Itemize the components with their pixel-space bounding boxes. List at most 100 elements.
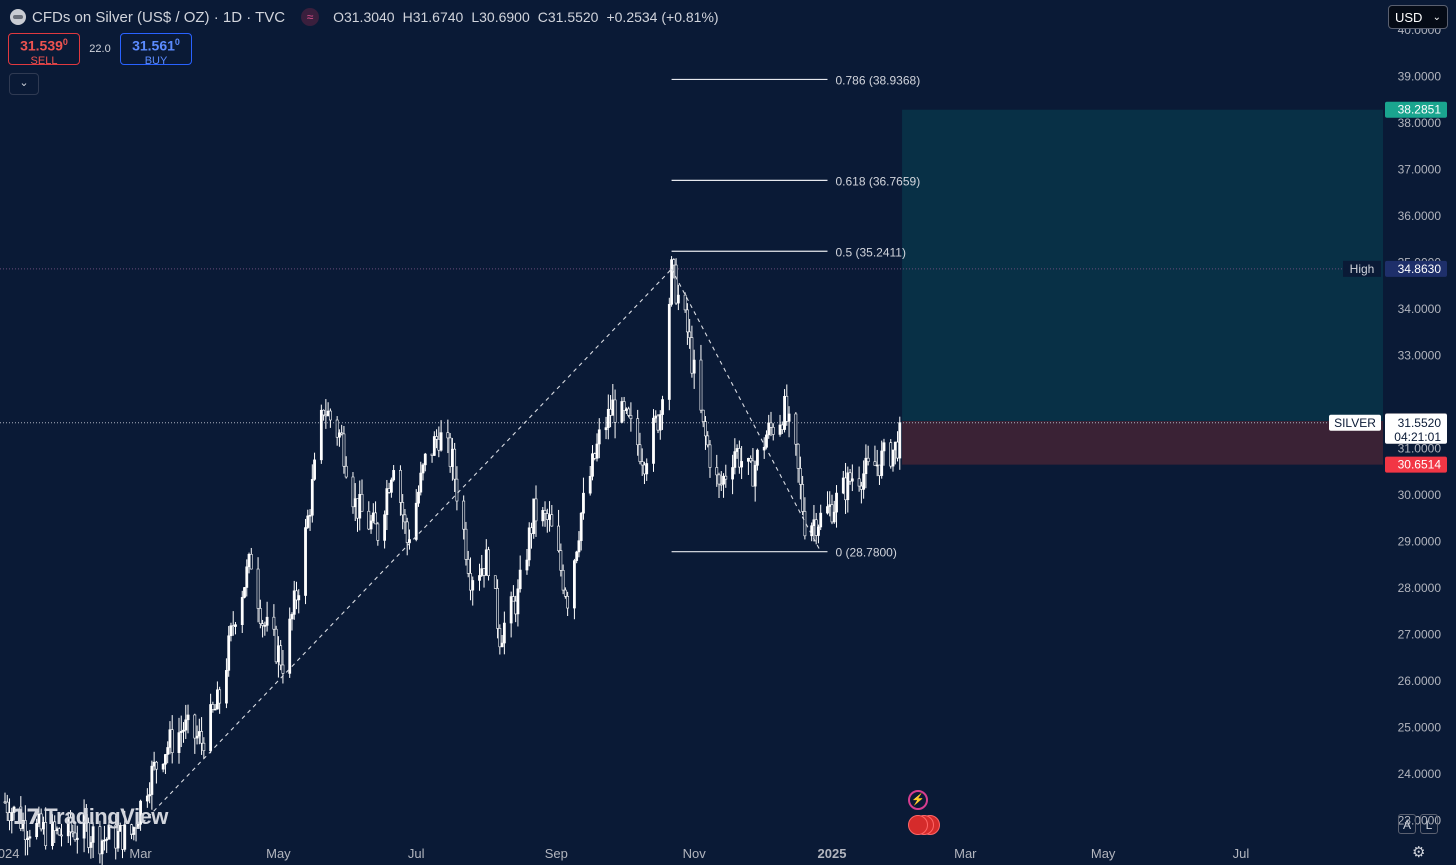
candle-body: [896, 441, 899, 459]
candle-body: [227, 635, 231, 671]
candle-body: [577, 540, 581, 553]
candle-body: [541, 510, 545, 522]
candle-body: [740, 461, 744, 468]
candle-body: [563, 589, 567, 597]
x-tick-label: Jul: [1233, 846, 1250, 861]
candle-body: [152, 761, 156, 767]
currency-select[interactable]: USD ⌄: [1388, 5, 1448, 29]
collapse-toggle-button[interactable]: ⌄: [9, 73, 39, 95]
spread-value: 22.0: [89, 43, 111, 55]
candle-body: [719, 483, 723, 486]
candle-body: [166, 747, 170, 755]
candle-body: [469, 573, 472, 591]
candle-body: [446, 432, 450, 439]
candle-body: [450, 448, 454, 467]
candle-body: [530, 527, 533, 534]
candle-body: [778, 424, 782, 435]
candle-body: [89, 842, 93, 848]
candle-body: [627, 408, 631, 416]
candle-body: [756, 449, 759, 466]
candle-body: [229, 625, 233, 637]
candle-body: [722, 475, 725, 485]
candle-body: [588, 476, 592, 494]
gear-icon[interactable]: ⚙: [1412, 844, 1426, 861]
candle-body: [656, 415, 660, 431]
candle-body: [200, 731, 203, 744]
candle-body: [498, 628, 502, 648]
candle-body: [389, 479, 393, 493]
candle-body: [794, 413, 798, 445]
fib-level-label: 0 (28.7800): [835, 546, 896, 560]
candle-body: [23, 820, 27, 840]
y-tick-label: 38.0000: [1398, 116, 1442, 130]
silver-symbol-icon[interactable]: [10, 9, 26, 25]
candle-body: [319, 409, 323, 461]
candle-body: [148, 794, 152, 797]
y-tick-label: 23.0000: [1398, 813, 1442, 827]
candle-body: [803, 511, 807, 537]
ohlc-high: H31.6740: [402, 9, 464, 25]
candle-body: [256, 568, 260, 609]
trend-line-down: [671, 268, 822, 552]
log-scale-button[interactable]: L: [1420, 814, 1438, 834]
y-tick-label: 36.0000: [1398, 209, 1442, 223]
y-tick-label: 30.0000: [1398, 488, 1442, 502]
candle-body: [812, 519, 816, 527]
price-label-text: 34.8630: [1398, 262, 1442, 276]
sell-price: 31.5390: [20, 37, 68, 54]
candle-body: [527, 527, 531, 561]
candle-body: [432, 436, 436, 456]
candle-body: [419, 472, 423, 493]
fib-level-label: 0.786 (38.9368): [835, 73, 920, 87]
candle-body: [749, 458, 753, 462]
candle-body: [676, 294, 680, 304]
candle-body: [132, 827, 136, 835]
candle-body: [274, 628, 278, 663]
y-tick-label: 27.0000: [1398, 627, 1442, 641]
candle-body: [613, 399, 617, 423]
candle-body: [629, 415, 633, 419]
candle-body: [306, 515, 310, 528]
candle-body: [891, 449, 895, 467]
trend-line-up: [131, 268, 672, 835]
event-flash-icon[interactable]: ⚡: [908, 790, 928, 810]
candle-body: [177, 732, 181, 753]
x-tick-label: Mar: [954, 846, 977, 861]
buy-button[interactable]: 31.5610 BUY: [120, 33, 192, 67]
candle-body: [234, 624, 237, 627]
candle-body: [371, 512, 375, 522]
candle-body: [624, 408, 628, 411]
stop-zone: [902, 420, 1383, 465]
candle-body: [417, 491, 420, 504]
sell-button[interactable]: 31.5390 SELL: [8, 33, 80, 67]
candle-body: [785, 395, 789, 422]
ohlc-low: L30.6900: [471, 9, 530, 25]
candle-body: [292, 590, 296, 615]
candle-body: [335, 419, 339, 438]
candle-body: [830, 504, 834, 523]
tradingview-logo[interactable]: 𝟭𝟳 TradingView: [12, 804, 168, 829]
candle-body: [482, 568, 486, 576]
candle-body: [573, 560, 576, 609]
economic-events-icon[interactable]: [908, 815, 942, 835]
candle-body: [509, 596, 513, 624]
candle-body: [161, 763, 165, 770]
candle-body: [636, 418, 640, 446]
candle-body: [421, 464, 425, 474]
candle-body: [263, 625, 267, 627]
candle-body: [566, 596, 570, 609]
candle-body: [534, 498, 538, 522]
candle-body: [798, 468, 802, 485]
candle-body: [866, 457, 870, 463]
candle-body: [591, 453, 594, 477]
x-tick-label: Sep: [545, 846, 568, 861]
indicator-wave-icon[interactable]: ≈: [301, 8, 320, 26]
candle-body: [145, 795, 149, 802]
auto-scale-button[interactable]: A: [1398, 814, 1416, 834]
candle-body: [708, 444, 712, 468]
candle-body: [455, 478, 459, 502]
symbol-title[interactable]: CFDs on Silver (US$ / OZ) · 1D · TVC: [32, 8, 286, 26]
fib-level-label: 0.5 (35.2411): [835, 245, 906, 259]
candle-body: [19, 806, 23, 829]
